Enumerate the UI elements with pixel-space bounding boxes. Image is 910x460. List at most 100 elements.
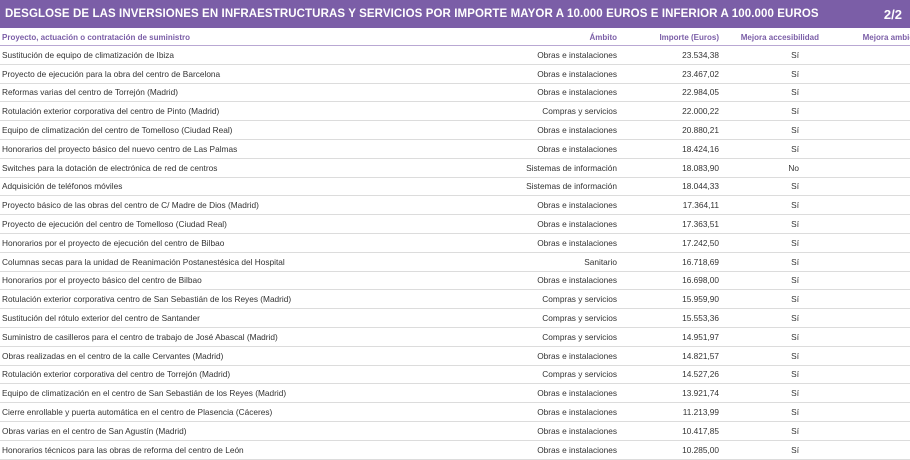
cell-environmental: No [821,139,910,159]
header-accessibility: Mejora accesibilidad [721,29,821,46]
cell-amount: 23.467,02 [619,64,721,84]
table-row: Proyecto básico de las obras del centro … [0,195,910,216]
cell-project: Sustitución de equipo de climatización d… [0,45,460,65]
cell-scope: Obras e instalaciones [460,233,619,253]
cell-accessibility: Sí [721,177,821,197]
cell-project: Equipo de climatización en el centro de … [0,383,460,404]
cell-amount: 16.698,00 [619,271,721,291]
cell-environmental: Sí [821,83,910,103]
cell-amount: 22.984,05 [619,83,721,103]
cell-scope: Sistemas de información [460,177,619,197]
cell-environmental: Sí [821,308,910,328]
cell-amount: 18.044,33 [619,177,721,197]
header-scope: Ámbito [460,29,619,46]
cell-accessibility: Sí [721,45,821,65]
cell-scope: Compras y servicios [460,365,619,385]
cell-accessibility: Sí [721,120,821,140]
cell-scope: Compras y servicios [460,327,619,347]
cell-project: Switches para la dotación de electrónica… [0,158,460,178]
cell-accessibility: Sí [721,327,821,347]
cell-scope: Sanitario [460,252,619,272]
cell-scope: Obras e instalaciones [460,139,619,159]
table-row: Equipo de climatización en el centro de … [0,383,910,404]
cell-project: Honorarios por el proyecto de ejecución … [0,233,460,253]
cell-project: Honorarios del proyecto básico del nuevo… [0,139,460,159]
cell-project: Rotulación exterior corporativa del cent… [0,365,460,385]
cell-scope: Compras y servicios [460,289,619,310]
cell-scope: Obras e instalaciones [460,271,619,291]
cell-environmental: Sí [821,45,910,65]
cell-amount: 17.364,11 [619,195,721,216]
cell-accessibility: Sí [721,440,821,460]
cell-environmental: No [821,214,910,234]
cell-project: Suministro de casilleros para el centro … [0,327,460,347]
cell-amount: 10.417,85 [619,421,721,441]
cell-scope: Obras e instalaciones [460,402,619,422]
investments-table: Proyecto, actuación o contratación de su… [0,29,910,460]
cell-environmental: No [821,195,910,216]
cell-accessibility: Sí [721,214,821,234]
cell-amount: 10.285,00 [619,440,721,460]
table-row: Rotulación exterior corporativa centro d… [0,289,910,310]
cell-scope: Obras e instalaciones [460,346,619,366]
cell-project: Equipo de climatización del centro de To… [0,120,460,140]
cell-project: Sustitución del rótulo exterior del cent… [0,308,460,328]
cell-project: Proyecto de ejecución para la obra del c… [0,64,460,84]
cell-environmental: No [821,440,910,460]
table-row: Honorarios técnicos para las obras de re… [0,440,910,460]
cell-environmental: Sí [821,177,910,197]
cell-scope: Obras e instalaciones [460,64,619,84]
cell-project: Proyecto de ejecución del centro de Tome… [0,214,460,234]
cell-environmental: Sí [821,402,910,422]
cell-environmental: Sí [821,365,910,385]
cell-amount: 16.718,69 [619,252,721,272]
cell-environmental: Sí [821,101,910,122]
cell-accessibility: Sí [721,346,821,366]
cell-scope: Sistemas de información [460,158,619,178]
cell-accessibility: Sí [721,252,821,272]
cell-amount: 22.000,22 [619,101,721,122]
table-row: Sustitución de equipo de climatización d… [0,45,910,65]
table-row: Proyecto de ejecución del centro de Tome… [0,214,910,234]
header-environmental: Mejora ambiental [821,29,910,46]
cell-accessibility: Sí [721,233,821,253]
cell-environmental: No [821,271,910,291]
cell-accessibility: Sí [721,289,821,310]
cell-amount: 17.242,50 [619,233,721,253]
header-project: Proyecto, actuación o contratación de su… [0,29,460,46]
cell-environmental: Sí [821,252,910,272]
table-row: Columnas secas para la unidad de Reanima… [0,252,910,272]
document-title: DESGLOSE DE LAS INVERSIONES EN INFRAESTR… [5,8,819,20]
cell-amount: 13.921,74 [619,383,721,404]
cell-project: Obras realizadas en el centro de la call… [0,346,460,366]
table-row: Cierre enrollable y puerta automática en… [0,402,910,422]
cell-amount: 15.553,36 [619,308,721,328]
cell-scope: Obras e instalaciones [460,440,619,460]
table-body: Sustitución de equipo de climatización d… [0,45,910,460]
table-row: Obras realizadas en el centro de la call… [0,346,910,366]
table-row: Obras varias en el centro de San Agustín… [0,421,910,441]
cell-project: Rotulación exterior corporativa centro d… [0,289,460,310]
cell-scope: Obras e instalaciones [460,383,619,404]
cell-scope: Compras y servicios [460,308,619,328]
cell-environmental: Sí [821,158,910,178]
cell-scope: Obras e instalaciones [460,120,619,140]
cell-project: Adquisición de teléfonos móviles [0,177,460,197]
table-row: Suministro de casilleros para el centro … [0,327,910,347]
cell-amount: 14.821,57 [619,346,721,366]
cell-accessibility: Sí [721,83,821,103]
cell-scope: Obras e instalaciones [460,421,619,441]
cell-amount: 14.951,97 [619,327,721,347]
table-row: Adquisición de teléfonos móviles Sistemas… [0,177,910,197]
cell-project: Honorarios técnicos para las obras de re… [0,440,460,460]
page-number: 2/2 [883,6,902,22]
cell-environmental: Sí [821,120,910,140]
cell-amount: 14.527,26 [619,365,721,385]
cell-environmental: Sí [821,421,910,441]
cell-environmental: No [821,233,910,253]
cell-scope: Obras e instalaciones [460,83,619,103]
cell-accessibility: Sí [721,365,821,385]
table-row: Switches para la dotación de electrónica… [0,158,910,178]
cell-scope: Obras e instalaciones [460,45,619,65]
cell-project: Cierre enrollable y puerta automática en… [0,402,460,422]
